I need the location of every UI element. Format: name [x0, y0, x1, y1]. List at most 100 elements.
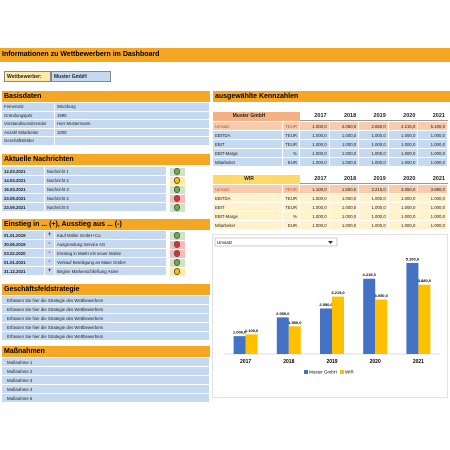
metric-name: Mitarbeiter — [213, 158, 283, 167]
metric-value: 2.050,0 — [329, 122, 360, 131]
metric-name: Mitarbeiter — [213, 221, 283, 230]
x-tick-label: 2019 — [326, 359, 337, 365]
smiley — [174, 168, 181, 175]
metric-value: 3.880,0 — [418, 185, 448, 194]
legend-label: Muster GmbH — [309, 370, 337, 375]
strategy-row: Erfassen Sie hier die Strategie des Wett… — [2, 323, 210, 332]
metric-value: 1.000,0 — [329, 203, 360, 212]
metric-value: 1.000,0 — [300, 149, 330, 158]
status-icon — [170, 231, 185, 240]
status-icon — [170, 185, 185, 194]
smiley — [174, 186, 181, 193]
metric-name: EBIT — [213, 203, 283, 212]
data-label: 2.550,0 — [319, 302, 333, 307]
data-label: 2.050,0 — [276, 311, 290, 316]
strategy-row: Erfassen Sie hier die Strategie des Wett… — [2, 296, 210, 305]
strategy-row: Erfassen Sie hier die Strategie des Wett… — [2, 305, 210, 314]
metric-unit: TEUR — [283, 185, 300, 194]
smiley — [174, 241, 181, 248]
metric-value: 1.000,0 — [388, 131, 419, 140]
bar — [363, 278, 376, 354]
field-value: Würzburg — [55, 103, 210, 112]
bar — [276, 317, 289, 354]
section-header: ausgewählte Kennzahlen — [213, 91, 450, 102]
metric-name: EBIT-Marge — [213, 212, 283, 221]
metric-value: 3.215,0 — [359, 185, 389, 194]
bar — [233, 336, 246, 354]
smiley — [174, 204, 181, 211]
data-label: 1.000,0 — [233, 330, 247, 335]
field-value: Herr Mustermann — [55, 120, 210, 129]
metric-value: 1.000,0 — [359, 194, 389, 203]
metric-value: 1.000,0 — [418, 131, 448, 140]
field-value: 1000 — [55, 128, 210, 137]
status-icon — [170, 194, 185, 203]
metric-value: 1.000,0 — [388, 158, 419, 167]
year-header: 2017 — [300, 112, 330, 121]
strategy-row: Erfassen Sie hier die Strategie des Wett… — [2, 332, 210, 341]
x-tick-label: 2021 — [413, 359, 424, 365]
data-label: 1.550,0 — [288, 320, 302, 325]
legend-label: WIR — [345, 370, 354, 375]
entry-date: 03.02.2020 — [2, 249, 45, 258]
bar — [332, 296, 344, 354]
data-label: 3.880,0 — [418, 278, 432, 283]
news-text: Nachricht 5 — [45, 203, 167, 212]
news-text: Nachricht 3 — [45, 185, 167, 194]
x-tick-label: 2017 — [240, 359, 251, 365]
metric-value: 1.000,0 — [300, 212, 330, 221]
bar — [320, 308, 332, 354]
metric-value: 1.000,0 — [359, 212, 389, 221]
metric-value: 1.000,0 — [359, 158, 389, 167]
metric-value: 1.000,0 — [329, 194, 360, 203]
metric-value: 4.215,0 — [388, 122, 419, 131]
metric-value: 1.000,0 — [300, 131, 330, 140]
metric-value: 1.000,0 — [418, 203, 448, 212]
year-header: 2020 — [388, 112, 419, 121]
metric-value: 1.000,0 — [418, 194, 448, 203]
metric-value: 2.650,0 — [359, 122, 389, 131]
section-header: Aktuelle Nachrichten — [2, 154, 210, 165]
year-header: 2019 — [359, 175, 389, 184]
data-label: 1.100,0 — [245, 328, 259, 333]
section-header: Geschäftsfeldstrategie — [2, 284, 210, 295]
data-label: 5.100,0 — [406, 256, 420, 261]
field-label: Anzahl Mitarbeiter — [2, 128, 55, 137]
status-icon — [170, 176, 185, 185]
metric-value: 1.000,0 — [388, 203, 419, 212]
dropdown-value: Umsatz — [217, 240, 233, 245]
metric-value: 1.000,0 — [359, 203, 389, 212]
year-header: 2021 — [418, 175, 448, 184]
legend-swatch — [304, 370, 308, 374]
dropdown[interactable] — [214, 237, 338, 247]
bar — [288, 326, 301, 354]
metric-value: 1.000,0 — [300, 158, 330, 167]
metric-unit: EUR — [283, 221, 300, 230]
year-header: 2021 — [418, 112, 448, 121]
table-name: WIR — [213, 175, 283, 184]
table-name: Muster GmbH — [213, 112, 283, 121]
metric-name: Umsatz — [213, 185, 283, 194]
metric-value: 3.050,0 — [388, 185, 419, 194]
metric-value: 1.000,0 — [388, 212, 419, 221]
smiley — [174, 232, 181, 239]
status-icon — [170, 167, 185, 176]
bar — [245, 334, 258, 354]
entry-text: Einstieg in Markt mit neuer Marke — [55, 249, 167, 258]
bar — [406, 262, 419, 354]
strategy-row: Erfassen Sie hier die Strategie des Wett… — [2, 314, 210, 323]
metric-value: 1.000,0 — [359, 149, 389, 158]
smiley — [174, 250, 181, 257]
smiley — [174, 177, 181, 184]
metric-value: 1.000,0 — [418, 221, 448, 230]
bar — [418, 284, 431, 354]
section-header: Einstieg in ... (+), Ausstieg aus ... (-… — [2, 219, 210, 230]
metric-value: 1.000,0 — [388, 140, 419, 149]
status-icon — [170, 249, 185, 258]
news-date: 14.03.2021 — [2, 176, 45, 185]
section-header: Basisdaten — [2, 91, 210, 102]
entry-date: 31.12.2021 — [2, 267, 45, 276]
metric-unit: % — [283, 149, 300, 158]
year-header: 2017 — [300, 175, 330, 184]
measure-row: Maßnahme 4 — [2, 385, 210, 394]
